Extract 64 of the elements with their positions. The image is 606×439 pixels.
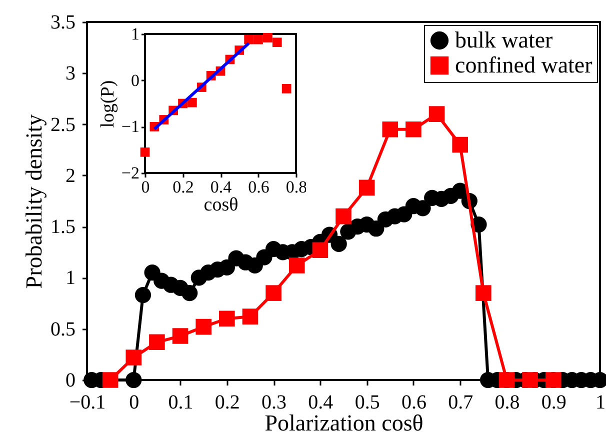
x-tick-label: 0.3 <box>262 392 287 414</box>
y-tick-label: 2.5 <box>50 114 76 136</box>
y-tick-label: 3 <box>66 62 76 85</box>
point <box>188 98 197 108</box>
y-tick-label: 1 <box>66 267 76 290</box>
x-tick-label: 0.2 <box>172 178 194 196</box>
point <box>358 180 375 196</box>
point <box>182 285 198 302</box>
point <box>282 84 292 94</box>
point <box>406 121 422 138</box>
point <box>336 208 352 224</box>
y-tick-label: −1 <box>121 117 140 136</box>
y-tick-label: 1.5 <box>50 216 76 238</box>
x-axis-title: Polarization cosθ <box>264 410 424 436</box>
x-tick-label: 1 <box>596 392 606 414</box>
point <box>254 34 263 44</box>
point <box>368 220 384 237</box>
point <box>266 285 282 301</box>
point <box>428 106 445 122</box>
x-tick-label: 0.8 <box>494 392 520 414</box>
legend-label: confined water <box>455 52 593 78</box>
point <box>196 318 212 335</box>
y-tick-label: 0.5 <box>50 318 76 340</box>
point <box>476 285 492 301</box>
y-tick-label: 3.5 <box>50 12 76 34</box>
point <box>452 136 468 153</box>
point <box>522 372 538 388</box>
point <box>126 350 142 366</box>
y-tick-label: 2 <box>66 164 76 187</box>
x-tick-label: 0.1 <box>168 392 194 414</box>
point <box>288 258 305 274</box>
point <box>102 372 118 388</box>
x-tick-label: −0.1 <box>69 392 106 414</box>
point <box>126 372 142 388</box>
y-tick-label: −2 <box>121 164 140 182</box>
x-tick-label: 0.4 <box>210 178 232 196</box>
point <box>134 287 152 304</box>
point <box>272 38 282 48</box>
x-tick-label: 0.9 <box>541 392 566 414</box>
x-axis-title: cosθ <box>204 194 238 216</box>
point <box>140 147 150 157</box>
x-tick-label: 0.6 <box>401 392 426 414</box>
point <box>172 328 188 344</box>
y-tick-label: 1 <box>131 24 140 44</box>
x-tick-label: 0.4 <box>308 392 334 414</box>
point <box>244 34 254 44</box>
y-axis-title: Probability density <box>22 114 46 289</box>
point <box>312 242 328 258</box>
x-tick-label: 0.2 <box>214 392 240 414</box>
point <box>263 33 272 42</box>
y-axis-title: log(P) <box>97 80 118 128</box>
y-tick-label: 0 <box>131 70 140 90</box>
point <box>382 121 398 138</box>
point <box>219 310 235 327</box>
point <box>330 236 347 252</box>
y-tick-label: 0 <box>66 370 76 392</box>
point <box>149 334 165 350</box>
legend-label: bulk water <box>455 28 554 52</box>
point <box>242 308 258 324</box>
x-tick-label: 0.7 <box>448 392 474 414</box>
point <box>414 200 431 216</box>
point <box>218 259 235 276</box>
x-tick-label: 0.5 <box>354 392 380 414</box>
x-tick-label: 0.6 <box>248 178 270 196</box>
